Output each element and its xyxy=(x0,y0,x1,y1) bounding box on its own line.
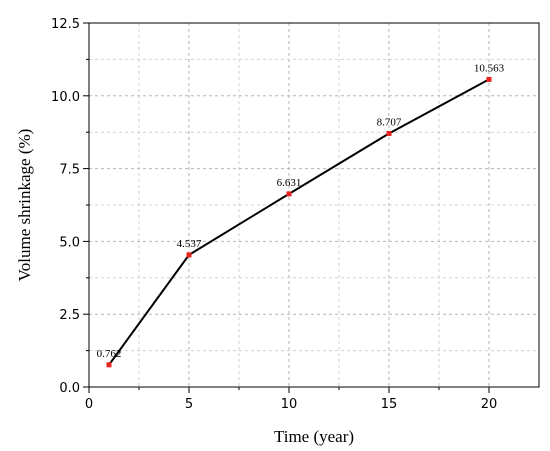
data-label: 8.707 xyxy=(377,116,402,128)
y-tick-label: 10.0 xyxy=(51,90,80,105)
data-label: 10.563 xyxy=(474,62,505,74)
y-axis-title: Volume shrinkage (%) xyxy=(15,129,34,282)
data-markers xyxy=(106,76,492,368)
x-tick-label: 0 xyxy=(85,397,93,412)
data-label: 4.537 xyxy=(177,238,202,250)
y-tick-labels: 0.0 2.5 5.0 7.5 10.0 12.5 xyxy=(51,17,80,396)
data-label: 0.762 xyxy=(97,348,122,360)
data-point xyxy=(486,76,492,82)
data-label: 6.631 xyxy=(277,177,302,189)
series-line xyxy=(108,78,490,366)
y-tick-label: 7.5 xyxy=(59,163,80,178)
y-tick-label: 2.5 xyxy=(59,308,80,323)
y-tick-label: 5.0 xyxy=(59,235,80,250)
data-point xyxy=(186,252,192,258)
data-point xyxy=(286,191,292,197)
x-tick-labels: 0 5 10 15 20 xyxy=(85,397,497,412)
data-labels: 0.762 4.537 6.631 8.707 10.563 xyxy=(97,62,505,359)
x-tick-label: 10 xyxy=(281,397,298,412)
data-point xyxy=(106,362,112,368)
y-tick-label: 12.5 xyxy=(51,17,80,32)
x-tick-label: 5 xyxy=(185,397,193,412)
data-point xyxy=(386,130,392,136)
x-tick-label: 15 xyxy=(381,397,398,412)
x-axis-title: Time (year) xyxy=(274,427,354,446)
y-tick-label: 0.0 xyxy=(59,381,80,396)
x-tick-label: 20 xyxy=(481,397,498,412)
axis-ticks xyxy=(83,22,490,393)
grid xyxy=(89,23,539,387)
